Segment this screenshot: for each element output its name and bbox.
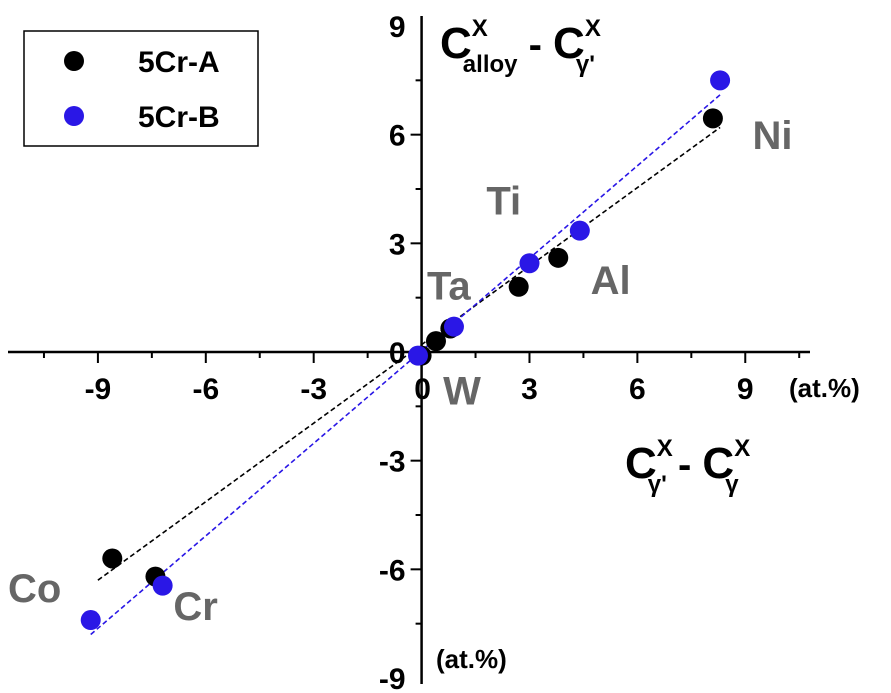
- element-label-cr: Cr: [173, 585, 217, 629]
- y-tick-label: 3: [389, 228, 406, 261]
- x-axis-title: CX γ' - CX γ: [625, 435, 750, 498]
- x-tick-label: 3: [521, 373, 538, 406]
- data-point-5cr-a: [102, 548, 123, 569]
- data-point-5cr-b: [443, 316, 464, 337]
- legend-marker-5cr-b: [64, 106, 84, 126]
- data-point-5cr-a: [548, 247, 569, 268]
- data-point-5cr-b: [569, 220, 590, 241]
- x-tick-label: 6: [629, 373, 646, 406]
- element-label-ti: Ti: [486, 179, 521, 223]
- y-tick-label: -9: [379, 663, 406, 693]
- data-point-5cr-b: [152, 575, 173, 596]
- y-unit-label: (at.%): [436, 644, 507, 674]
- legend-marker-5cr-a: [64, 51, 84, 71]
- data-point-5cr-a: [508, 276, 529, 297]
- legend-label-5cr-a: 5Cr-A: [138, 46, 220, 79]
- data-point-5cr-a: [425, 331, 446, 352]
- element-label-co: Co: [8, 567, 61, 611]
- element-label-ni: Ni: [752, 114, 792, 158]
- y-tick-label: 0: [389, 337, 406, 370]
- y-tick-label: 6: [389, 120, 406, 153]
- data-point-5cr-b: [710, 70, 731, 91]
- data-points: [80, 70, 731, 631]
- legend-label-5cr-b: 5Cr-B: [138, 101, 220, 134]
- x-unit-label: (at.%): [789, 373, 860, 403]
- element-labels: Ni Ti Al Ta W Co Cr: [8, 114, 792, 629]
- y-tick-label: -3: [379, 446, 406, 479]
- y-axis-title: CX alloy - CX γ': [440, 15, 601, 78]
- x-tick-label: 9: [737, 373, 754, 406]
- y-tick-label: 9: [389, 11, 406, 44]
- element-label-al: Al: [591, 259, 631, 303]
- element-label-ta: Ta: [427, 264, 471, 308]
- legend-box: [23, 30, 259, 147]
- y-tick-label: -6: [379, 554, 406, 587]
- fit-line-5cr-b: [90, 94, 721, 636]
- x-tick-label: -9: [85, 373, 112, 406]
- x-tick-label: -3: [300, 373, 327, 406]
- data-point-5cr-a: [702, 108, 723, 129]
- data-point-5cr-b: [519, 253, 540, 274]
- x-tick-label: 0: [414, 373, 431, 406]
- data-point-5cr-b: [407, 345, 428, 366]
- element-label-w: W: [443, 370, 481, 414]
- data-point-5cr-b: [80, 610, 101, 631]
- x-tick-label: -6: [192, 373, 219, 406]
- legend: 5Cr-A 5Cr-B: [23, 30, 259, 147]
